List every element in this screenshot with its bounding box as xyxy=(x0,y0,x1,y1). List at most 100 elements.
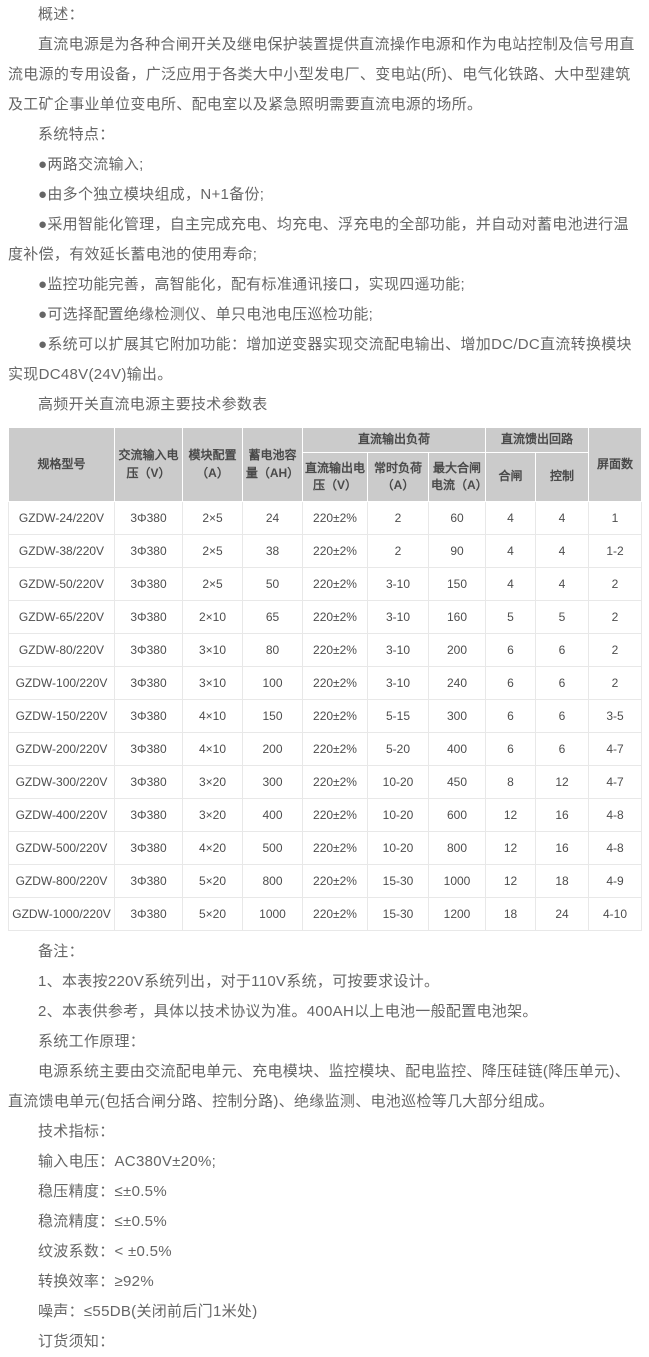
table-cell: 4 xyxy=(534,534,590,568)
col-header-ac-input: 交流输入电压（V） xyxy=(114,427,183,502)
table-cell: 12 xyxy=(534,765,590,799)
table-cell: 300 xyxy=(428,699,486,733)
paragraph-overview-body: 直流电源是为各种合闸开关及继电保护装置提供直流操作电源和作为电站控制及信号用直流… xyxy=(8,36,635,113)
table-cell: 2×5 xyxy=(182,501,243,535)
col-header-panel-count: 屏面数 xyxy=(588,427,643,502)
table-cell: 4 xyxy=(485,534,536,568)
table-row: GZDW-200/220V 3Φ380 4×10 200 220±2% 5-20 400 6 6… xyxy=(8,732,643,766)
table-row: GZDW-100/220V 3Φ380 3×10 100 220±2% 3-10 240 6 6… xyxy=(8,666,643,700)
heading-system-features: 系统特点： xyxy=(38,126,115,143)
table-cell: 2 xyxy=(588,600,643,634)
table-cell: 5-20 xyxy=(367,732,429,766)
table-cell: 18 xyxy=(534,864,590,898)
table-cell: 220±2% xyxy=(302,864,368,898)
table-cell: 3-10 xyxy=(367,567,429,601)
table-cell: 3-10 xyxy=(367,666,429,700)
table-cell: 15-30 xyxy=(367,864,429,898)
table-cell: 3Φ380 xyxy=(114,666,183,700)
table-cell: 6 xyxy=(534,732,590,766)
table-title: 高频开关直流电源主要技术参数表 xyxy=(38,396,268,413)
table-cell: GZDW-24/220V xyxy=(8,501,115,535)
table-cell: 6 xyxy=(534,699,590,733)
table-cell: 10-20 xyxy=(367,765,429,799)
table-cell: 2 xyxy=(367,534,429,568)
col-header-max-closing-current: 最大合闸电流（A） xyxy=(428,452,488,502)
table-cell: 220±2% xyxy=(302,501,368,535)
bullet-feature-dual-ac-input: ●两路交流输入; xyxy=(38,156,144,173)
table-cell: 4-9 xyxy=(588,864,643,898)
table-cell: 16 xyxy=(534,798,590,832)
table-cell: 4×10 xyxy=(182,699,243,733)
table-cell: GZDW-100/220V xyxy=(8,666,115,700)
table-cell: 4 xyxy=(485,567,536,601)
table-row: GZDW-800/220V 3Φ380 5×20 800 220±2% 15-30 1000… xyxy=(8,864,643,898)
table-cell: 3-10 xyxy=(367,600,429,634)
table-cell: 12 xyxy=(485,831,536,865)
table-cell: 220±2% xyxy=(302,897,368,931)
table-cell: 400 xyxy=(428,732,486,766)
table-cell: 220±2% xyxy=(302,831,368,865)
table-cell: GZDW-300/220V xyxy=(8,765,115,799)
table-cell: 15-30 xyxy=(367,897,429,931)
table-cell: 400 xyxy=(242,798,303,832)
table-cell: 3×10 xyxy=(182,666,243,700)
table-row: GZDW-50/220V 3Φ380 2×5 50 220±2% 3-10 150 4 4 2 xyxy=(8,567,643,601)
table-cell: 4×10 xyxy=(182,732,243,766)
table-cell: 4×20 xyxy=(182,831,243,865)
bullet-feature-intelligent-management: ●采用智能化管理，自主完成充电、均充电、浮充电的全部功能，并自动对蓄电池进行温度… xyxy=(8,216,629,263)
table-cell: 6 xyxy=(485,633,536,667)
table-cell: 200 xyxy=(428,633,486,667)
table-cell: 1200 xyxy=(428,897,486,931)
table-cell: GZDW-500/220V xyxy=(8,831,115,865)
table-cell: 16 xyxy=(534,831,590,865)
table-cell: 220±2% xyxy=(302,534,368,568)
table-cell: 24 xyxy=(534,897,590,931)
table-cell: 220±2% xyxy=(302,732,368,766)
table-cell: 4 xyxy=(534,567,590,601)
table-cell: 5-15 xyxy=(367,699,429,733)
heading-technical-specs: 技术指标： xyxy=(38,1123,115,1140)
note-2: 2、本表供参考，具体以技术协议为准。400AH以上电池一般配置电池架。 xyxy=(38,1003,538,1020)
table-row: GZDW-150/220V 3Φ380 4×10 150 220±2% 5-15 300 6 6… xyxy=(8,699,643,733)
table-cell: 3×10 xyxy=(182,633,243,667)
table-cell: 6 xyxy=(534,666,590,700)
table-row: GZDW-500/220V 3Φ380 4×20 500 220±2% 10-20 800 1… xyxy=(8,831,643,865)
table-cell: 220±2% xyxy=(302,600,368,634)
table-cell: 220±2% xyxy=(302,567,368,601)
table-cell: 3Φ380 xyxy=(114,798,183,832)
table-cell: 3-10 xyxy=(367,633,429,667)
table-cell: 4-8 xyxy=(588,831,643,865)
table-cell: 2 xyxy=(367,501,429,535)
table-cell: 38 xyxy=(242,534,303,568)
table-cell: 220±2% xyxy=(302,666,368,700)
table-header-group-row: 规格型号 交流输入电压（V） 模块配置（A） 蓄电池容量（AH） 直流输出负荷 … xyxy=(8,427,643,502)
table-cell: 4-8 xyxy=(588,798,643,832)
note-1: 1、本表按220V系统列出，对于110V系统，可按要求设计。 xyxy=(38,973,440,990)
table-cell: 60 xyxy=(428,501,486,535)
table-cell: GZDW-1000/220V xyxy=(8,897,115,931)
table-cell: 3×20 xyxy=(182,798,243,832)
spec-voltage-regulation-accuracy: 稳压精度：≤±0.5% xyxy=(38,1183,167,1200)
table-cell: GZDW-65/220V xyxy=(8,600,115,634)
table-cell: 10-20 xyxy=(367,831,429,865)
bullet-feature-modular: ●由多个独立模块组成，N+1备份; xyxy=(38,186,265,203)
table-cell: 2×5 xyxy=(182,534,243,568)
table-cell: 100 xyxy=(242,666,303,700)
table-cell: 2 xyxy=(588,633,643,667)
table-cell: 160 xyxy=(428,600,486,634)
table-cell: 3Φ380 xyxy=(114,501,183,535)
col-header-normal-load: 常时负荷（A） xyxy=(367,452,429,502)
col-header-dc-output-voltage: 直流输出电压（V） xyxy=(302,452,368,502)
table-cell: 450 xyxy=(428,765,486,799)
table-cell: 220±2% xyxy=(302,699,368,733)
table-cell: 3Φ380 xyxy=(114,864,183,898)
table-body: GZDW-24/220V 3Φ380 2×5 24 220±2% 2 60 4 4 1 GZDW-3… xyxy=(8,501,643,931)
table-row: GZDW-80/220V 3Φ380 3×10 80 220±2% 3-10 200 6 6 2 xyxy=(8,633,643,667)
table-cell: 3-5 xyxy=(588,699,643,733)
col-header-battery-capacity: 蓄电池容量（AH） xyxy=(242,427,303,502)
table-cell: 800 xyxy=(242,864,303,898)
table-cell: 300 xyxy=(242,765,303,799)
table-cell: 3Φ380 xyxy=(114,600,183,634)
table-cell: 1-2 xyxy=(588,534,643,568)
table-cell: 240 xyxy=(428,666,486,700)
